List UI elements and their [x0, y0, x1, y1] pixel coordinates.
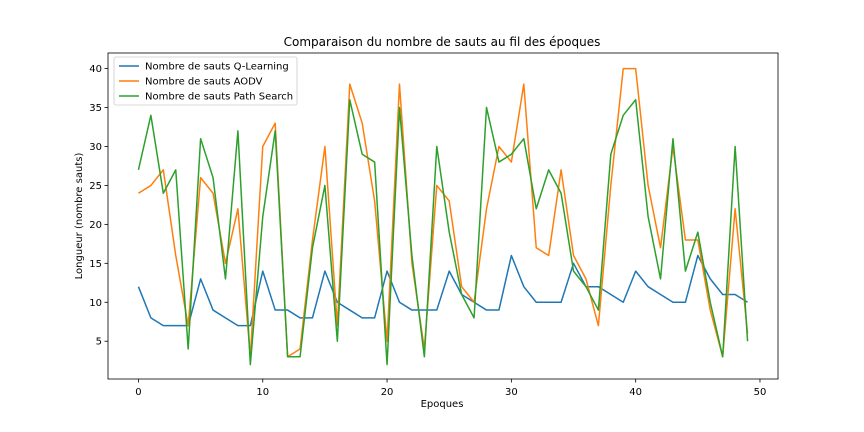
- x-tick-label: 0: [135, 387, 141, 398]
- y-tick-label: 40: [89, 64, 102, 75]
- y-axis: 5 10 15 20 25 30 35 40: [89, 64, 108, 348]
- legend-entry: Nombre de sauts AODV: [145, 77, 263, 88]
- series-line-2: [138, 67, 749, 358]
- y-tick-label: 25: [89, 181, 102, 192]
- y-tick-label: 20: [89, 220, 102, 231]
- x-tick-label: 20: [381, 387, 394, 398]
- x-axis-label: Epoques: [421, 399, 464, 410]
- y-tick-label: 5: [96, 337, 102, 348]
- x-tick-label: 30: [505, 387, 518, 398]
- legend-box: [113, 56, 298, 106]
- x-axis: 0 10 20 30 40 50: [135, 379, 766, 398]
- legend-entry: Nombre de sauts Path Search: [145, 92, 293, 103]
- series-line-3: [137, 98, 749, 366]
- legend-entry: Nombre de sauts Q-Learning: [145, 62, 289, 73]
- series-line-1: [137, 254, 748, 327]
- y-tick-label: 35: [89, 103, 102, 114]
- x-tick-label: 40: [629, 387, 642, 398]
- chart-title: Comparaison du nombre de sauts au fil de…: [284, 35, 601, 49]
- x-tick-label: 50: [754, 387, 767, 398]
- y-tick-label: 30: [89, 142, 102, 153]
- x-tick-label: 10: [256, 387, 269, 398]
- series-group: [137, 67, 749, 366]
- plot-frame: [107, 52, 779, 380]
- y-axis-label: Longueur (nombre sauts): [74, 153, 85, 280]
- legend: Nombre de sauts Q-Learning Nombre de saut…: [113, 56, 298, 106]
- y-tick-label: 15: [89, 259, 102, 270]
- y-tick-label: 10: [89, 298, 102, 309]
